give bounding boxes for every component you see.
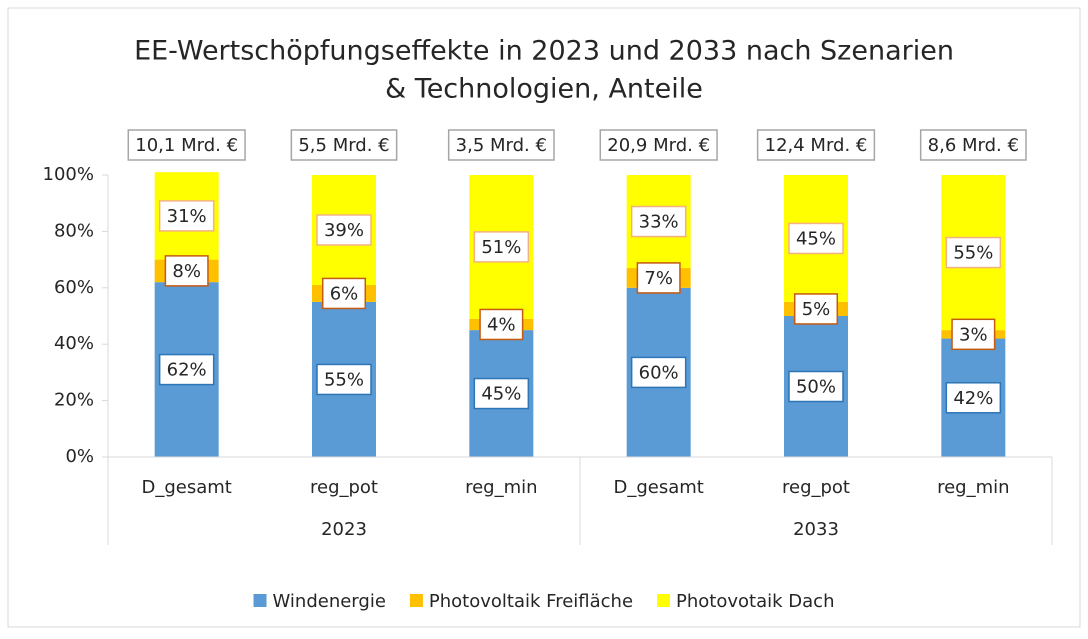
data-label: 33% bbox=[630, 205, 687, 238]
data-label-text: 6% bbox=[330, 283, 359, 304]
group-label: 2033 bbox=[793, 519, 839, 540]
data-label-box bbox=[473, 231, 530, 263]
total-label-box bbox=[919, 129, 1027, 161]
total-label-box bbox=[599, 129, 718, 161]
data-label-text: 55% bbox=[953, 243, 993, 264]
data-label-text: 7% bbox=[644, 268, 673, 289]
data-label-box bbox=[158, 200, 215, 232]
data-label: 8% bbox=[164, 255, 209, 287]
data-label-text: 42% bbox=[953, 388, 993, 409]
total-label-box bbox=[290, 129, 398, 161]
data-label: 62% bbox=[158, 353, 215, 386]
data-label: 39% bbox=[316, 214, 372, 246]
x-tick-label: D_gesamt bbox=[613, 477, 703, 498]
data-label-text: 60% bbox=[639, 362, 679, 383]
y-tick-label: 0% bbox=[65, 446, 94, 467]
data-label: 42% bbox=[945, 382, 1002, 414]
chart-title: & Technologien, Anteile bbox=[385, 74, 703, 105]
legend-label: Photovotaik Dach bbox=[676, 591, 834, 612]
x-tick-label: reg_min bbox=[465, 477, 537, 498]
y-tick-label: 80% bbox=[54, 220, 94, 241]
x-tick-label: D_gesamt bbox=[141, 477, 231, 498]
total-label-text: 20,9 Mrd. € bbox=[607, 135, 710, 156]
group-label: 2023 bbox=[321, 519, 367, 540]
data-label: 50% bbox=[788, 370, 844, 403]
total-label: 8,6 Mrd. € bbox=[919, 129, 1027, 161]
data-label-box bbox=[316, 363, 372, 396]
data-label-text: 5% bbox=[802, 299, 831, 320]
total-label-text: 3,5 Mrd. € bbox=[456, 135, 547, 156]
y-tick-label: 40% bbox=[54, 333, 94, 354]
data-label-box bbox=[636, 262, 681, 294]
total-label-text: 10,1 Mrd. € bbox=[135, 135, 238, 156]
data-label-box bbox=[630, 356, 687, 389]
data-label: 6% bbox=[321, 277, 367, 310]
data-label: 4% bbox=[479, 308, 524, 341]
data-label-box bbox=[321, 277, 367, 310]
total-label-text: 5,5 Mrd. € bbox=[298, 135, 389, 156]
data-label: 45% bbox=[788, 222, 844, 255]
total-label-box bbox=[447, 129, 555, 161]
data-label: 45% bbox=[473, 377, 530, 410]
data-label-box bbox=[951, 318, 996, 351]
data-label-text: 51% bbox=[481, 237, 521, 258]
total-label: 5,5 Mrd. € bbox=[290, 129, 398, 161]
data-label: 60% bbox=[630, 356, 687, 389]
total-label: 3,5 Mrd. € bbox=[447, 129, 555, 161]
data-label-box bbox=[788, 222, 844, 255]
data-label-text: 4% bbox=[487, 314, 516, 335]
data-label-box bbox=[788, 370, 844, 403]
y-tick-label: 60% bbox=[54, 277, 94, 298]
data-label-text: 55% bbox=[324, 369, 364, 390]
data-label: 7% bbox=[636, 262, 681, 294]
y-tick-label: 100% bbox=[43, 164, 94, 185]
x-tick-label: reg_min bbox=[937, 477, 1009, 498]
total-label: 20,9 Mrd. € bbox=[599, 129, 718, 161]
data-label-text: 62% bbox=[167, 360, 207, 381]
data-label-box bbox=[945, 382, 1002, 414]
data-label: 55% bbox=[945, 236, 1002, 269]
data-label-box bbox=[158, 353, 215, 386]
data-label-text: 3% bbox=[959, 324, 988, 345]
data-label-text: 33% bbox=[639, 212, 679, 233]
data-label-box bbox=[479, 308, 524, 341]
legend-label: Windenergie bbox=[273, 591, 386, 612]
data-label: 3% bbox=[951, 318, 996, 351]
data-label-text: 8% bbox=[172, 261, 201, 282]
data-label: 31% bbox=[158, 200, 215, 232]
data-label-box bbox=[945, 236, 1002, 269]
legend-swatch bbox=[657, 594, 671, 607]
data-label: 5% bbox=[793, 293, 839, 325]
data-label-box bbox=[630, 205, 687, 238]
data-label-box bbox=[316, 214, 372, 246]
data-label-text: 39% bbox=[324, 220, 364, 241]
total-label: 10,1 Mrd. € bbox=[127, 129, 246, 161]
data-label: 51% bbox=[473, 231, 530, 263]
total-label-box bbox=[756, 129, 876, 161]
data-label-text: 45% bbox=[481, 384, 521, 405]
y-tick-label: 20% bbox=[54, 390, 94, 411]
total-label-text: 12,4 Mrd. € bbox=[765, 135, 868, 156]
x-tick-label: reg_pot bbox=[782, 477, 850, 498]
total-label: 12,4 Mrd. € bbox=[756, 129, 876, 161]
legend-label: Photovoltaik Freifläche bbox=[429, 591, 633, 612]
chart-title: EE-Wertschöpfungseffekte in 2023 und 203… bbox=[134, 36, 954, 67]
legend-swatch bbox=[253, 594, 267, 607]
x-tick-label: reg_pot bbox=[310, 477, 378, 498]
data-label-box bbox=[164, 255, 209, 287]
data-label-box bbox=[793, 293, 839, 325]
total-label-text: 8,6 Mrd. € bbox=[928, 135, 1019, 156]
data-label: 55% bbox=[316, 363, 372, 396]
total-label-box bbox=[127, 129, 246, 161]
data-label-box bbox=[473, 377, 530, 410]
data-label-text: 31% bbox=[167, 206, 207, 227]
data-label-text: 50% bbox=[796, 377, 836, 398]
data-label-text: 45% bbox=[796, 228, 836, 249]
legend-swatch bbox=[409, 594, 423, 607]
